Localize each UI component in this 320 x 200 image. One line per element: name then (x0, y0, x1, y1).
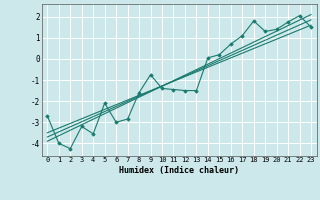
X-axis label: Humidex (Indice chaleur): Humidex (Indice chaleur) (119, 166, 239, 175)
